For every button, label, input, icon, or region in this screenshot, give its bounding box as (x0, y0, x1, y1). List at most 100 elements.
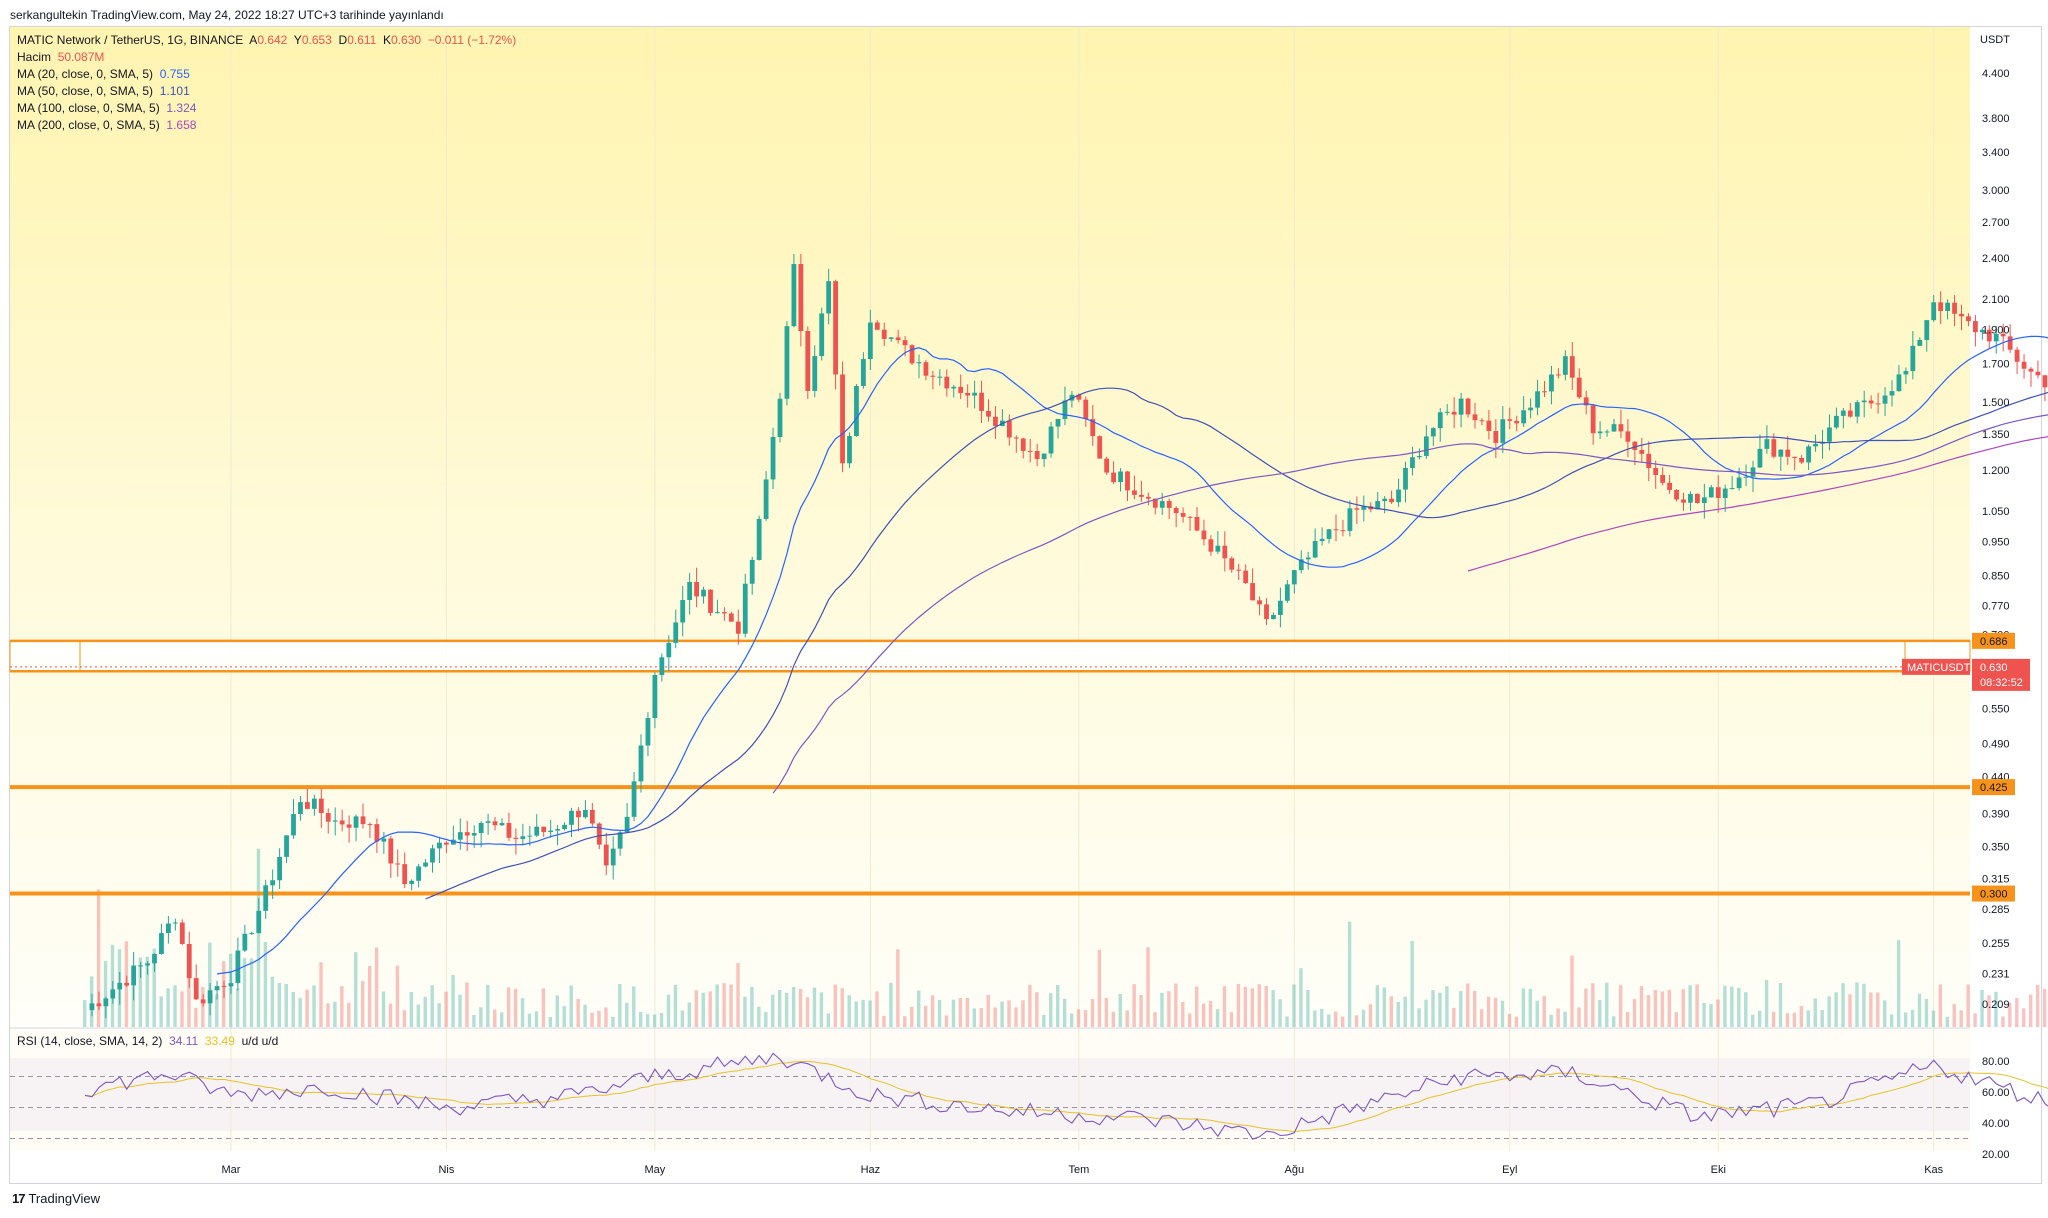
volume-bar (757, 1006, 761, 1027)
volume-bar (625, 1002, 629, 1027)
ma20-line (217, 335, 2048, 975)
candle-body (603, 844, 609, 866)
candle-body (277, 856, 282, 881)
level-price-tag-label: 0.425 (1980, 782, 2008, 794)
volume-bar (500, 1012, 504, 1027)
candle-body (569, 810, 574, 825)
candle-body (826, 281, 832, 314)
rsi-tick-label: 80.00 (1982, 1056, 2010, 1068)
candle-body (444, 842, 449, 845)
volume-bar (1285, 1016, 1289, 1027)
volume-bar (1417, 1008, 1421, 1027)
candle-body (1562, 356, 1568, 375)
legend-ma50-value: 1.101 (159, 84, 190, 98)
candle-body (346, 824, 352, 828)
candle-body (145, 963, 150, 966)
volume-bar (1042, 1014, 1046, 1027)
legend-ma100-label: MA (100, close, 0, SMA, 5) (17, 101, 160, 115)
volume-bar (465, 982, 469, 1027)
candle-body (1291, 570, 1297, 585)
candle-body (1514, 420, 1520, 424)
volume-bar (402, 1010, 407, 1027)
candle-body (756, 518, 762, 560)
volume-bar (1236, 984, 1241, 1027)
candle-body (1479, 420, 1485, 422)
volume-bar (1674, 1012, 1678, 1027)
candle-body (1924, 320, 1930, 340)
candle-body (1611, 424, 1617, 432)
candle-body (1083, 399, 1089, 420)
candle-body (506, 823, 512, 838)
candle-body (833, 281, 838, 375)
volume-bar (1514, 1016, 1519, 1027)
volume-bar (409, 992, 414, 1027)
volume-bar (2029, 994, 2033, 1027)
volume-bar (312, 985, 316, 1027)
volume-bar (1097, 949, 1102, 1027)
y-tick-label: 0.950 (1982, 536, 2010, 548)
volume-bar (903, 1016, 907, 1027)
candle-body (784, 326, 790, 399)
volume-bar (263, 942, 268, 1027)
volume-bar (1299, 968, 1303, 1027)
candle-body (1194, 516, 1200, 531)
volume-bar (1709, 1004, 1713, 1027)
candle-body (1750, 467, 1756, 477)
candle-body (1722, 488, 1728, 498)
y-tick-label: 3.000 (1982, 185, 2010, 197)
volume-bar (1500, 1000, 1505, 1027)
candle-body (1653, 468, 1659, 475)
volume-bar (1903, 1012, 1908, 1027)
volume-bar (1535, 1000, 1539, 1027)
candle-body (1382, 498, 1388, 502)
ma200-line (1467, 436, 2048, 572)
candle-body (2021, 361, 2027, 369)
volume-bar (778, 989, 782, 1027)
candle-body (1271, 614, 1276, 620)
volume-bar (1083, 1010, 1088, 1027)
candle-body (1840, 410, 1846, 416)
candle-body (284, 835, 289, 857)
volume-bar (347, 1002, 351, 1027)
candle-body (1708, 487, 1714, 498)
volume-bar (1118, 994, 1122, 1027)
candle-body (235, 950, 241, 984)
volume-bar (103, 961, 108, 1027)
volume-bar (910, 1006, 914, 1027)
candle-body (1437, 412, 1443, 429)
volume-bar (771, 994, 775, 1027)
volume-bar (1132, 984, 1136, 1027)
candle-body (701, 589, 706, 597)
legend-ma50-label: MA (50, close, 0, SMA, 5) (17, 84, 154, 98)
candle-body (1778, 449, 1784, 457)
candle-body (847, 435, 852, 464)
candle-body (374, 824, 380, 842)
volume-bar (430, 985, 434, 1027)
candle-body (214, 986, 220, 991)
volume-bar (256, 848, 261, 1027)
volume-bar (729, 984, 733, 1027)
candle-body (708, 589, 713, 613)
candle-body (1201, 530, 1207, 540)
volume-bar (486, 984, 490, 1027)
candle-body (562, 824, 567, 830)
candle-body (138, 965, 143, 967)
candle-body (1486, 420, 1492, 431)
volume-bar (1771, 1011, 1776, 1027)
candle-body (1500, 419, 1506, 443)
volume-bar (1890, 1014, 1894, 1027)
legend-symbol: MATIC Network / TetherUS, 1G, BINANCE (17, 33, 244, 47)
volume-bar (1473, 991, 1477, 1027)
tradingview-brand[interactable]: 17 TradingView (12, 1191, 100, 1206)
volume-bar (1327, 1014, 1331, 1027)
candle-body (1389, 498, 1394, 503)
volume-bar (1653, 989, 1658, 1027)
candle-body (1882, 395, 1888, 404)
volume-bar (1987, 995, 1991, 1027)
legend-rsi-label: RSI (14, close, SMA, 14, 2) (17, 1034, 163, 1048)
volume-bar (506, 987, 511, 1027)
candle-body (1340, 530, 1346, 532)
volume-bar (562, 1006, 566, 1027)
volume-bar (576, 998, 580, 1027)
